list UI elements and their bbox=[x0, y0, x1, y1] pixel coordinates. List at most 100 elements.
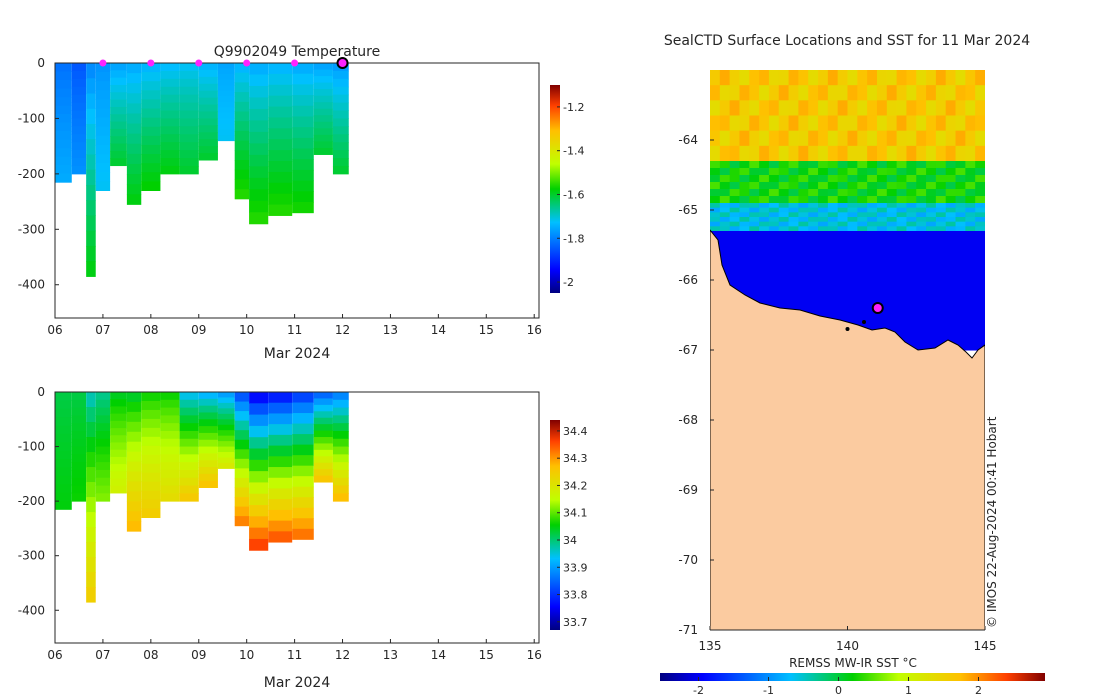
sst-cell bbox=[729, 250, 740, 272]
sst-cell bbox=[916, 70, 927, 86]
profile-cell bbox=[179, 407, 199, 416]
profile-cell bbox=[160, 165, 180, 175]
sst-cell bbox=[965, 168, 976, 176]
sst-cell bbox=[788, 226, 799, 232]
profile-cell bbox=[217, 424, 235, 431]
sst-cell bbox=[965, 231, 976, 252]
profile-cell bbox=[71, 158, 87, 167]
sst-cell bbox=[759, 100, 770, 116]
sst-cell bbox=[808, 226, 819, 232]
colorbar-tick-label: 33.8 bbox=[563, 589, 588, 602]
profile-cell bbox=[160, 142, 180, 151]
profile-cell bbox=[126, 411, 142, 423]
sst-cell bbox=[837, 290, 848, 311]
sst-cell bbox=[975, 189, 985, 197]
sst-cell bbox=[935, 231, 947, 252]
sst-cell bbox=[847, 145, 858, 162]
sst-cell bbox=[965, 182, 976, 190]
sst-cell bbox=[886, 250, 898, 272]
sst-cell bbox=[719, 207, 731, 213]
sst-cell bbox=[847, 189, 858, 197]
profile-cell bbox=[141, 99, 161, 110]
sst-cell bbox=[739, 250, 750, 272]
profile-cell bbox=[71, 446, 87, 455]
sst-cell bbox=[788, 217, 799, 223]
profile-cell bbox=[249, 131, 269, 144]
sst-cell bbox=[975, 130, 985, 147]
temperature-panel: 06 07 08 09 10 11 12 13 14 15 16 0 -100 -200 -300 -400… bbox=[18, 44, 585, 362]
sst-cell bbox=[837, 221, 848, 227]
profile-cell bbox=[160, 462, 180, 471]
profile-cell bbox=[126, 93, 142, 104]
profile-cell bbox=[55, 442, 72, 452]
sst-cell bbox=[955, 100, 966, 116]
sst-cell bbox=[955, 212, 966, 218]
sst-cell bbox=[710, 70, 721, 86]
sst-cell bbox=[896, 270, 907, 291]
sst-cell bbox=[710, 226, 721, 232]
sst-cell bbox=[926, 290, 937, 311]
sst-cell bbox=[876, 221, 888, 227]
profile-cell bbox=[160, 78, 180, 88]
sst-cell bbox=[739, 130, 750, 147]
sst-cell bbox=[955, 115, 966, 132]
profile-cell bbox=[217, 435, 235, 442]
colorbar-tick-label: -1.8 bbox=[563, 232, 584, 245]
sst-cell bbox=[965, 145, 976, 162]
profile-cell bbox=[141, 144, 161, 155]
profile-cell bbox=[55, 425, 72, 435]
x-tick-label: 14 bbox=[431, 648, 446, 662]
profile-cell bbox=[55, 63, 72, 73]
profile-cell bbox=[217, 135, 235, 142]
map-y-tick-label: -71 bbox=[678, 623, 698, 637]
sst-cell bbox=[916, 161, 927, 169]
sst-cell bbox=[857, 85, 868, 101]
sst-cell bbox=[926, 182, 937, 190]
profile-cell bbox=[141, 90, 161, 100]
profile-cell bbox=[141, 117, 161, 128]
profile-cell bbox=[292, 413, 314, 425]
profile-cell bbox=[198, 76, 218, 85]
sst-cell bbox=[837, 145, 848, 162]
profile-cell bbox=[234, 92, 250, 103]
sst-cell bbox=[955, 226, 966, 232]
profile-cell bbox=[198, 132, 218, 140]
sst-cell bbox=[808, 250, 819, 272]
sst-cell bbox=[798, 250, 809, 272]
sst-cell bbox=[759, 217, 770, 223]
sst-cell bbox=[896, 196, 907, 204]
profile-cell bbox=[160, 477, 180, 487]
sst-cell bbox=[778, 175, 790, 183]
temperature-colorbar bbox=[550, 85, 560, 293]
map-y-tick-label: -65 bbox=[678, 203, 698, 217]
profile-cell bbox=[292, 169, 314, 182]
sst-cell bbox=[768, 290, 780, 311]
sst-cell bbox=[965, 100, 976, 116]
profile-cell bbox=[332, 446, 349, 455]
surface-marker bbox=[195, 59, 203, 67]
sst-cell bbox=[759, 175, 770, 183]
sst-cell bbox=[749, 226, 760, 232]
sst-cell bbox=[749, 145, 760, 162]
sst-cell bbox=[749, 115, 760, 132]
map-content bbox=[710, 70, 985, 630]
profile-cell bbox=[71, 110, 87, 119]
sst-cell bbox=[818, 221, 829, 227]
sst-cell bbox=[719, 226, 731, 232]
sst-cell bbox=[975, 226, 985, 232]
profile-cell bbox=[332, 110, 349, 119]
sst-cell bbox=[916, 250, 927, 272]
sst-cell bbox=[857, 221, 868, 227]
profile-cell bbox=[292, 191, 314, 203]
profile-cell bbox=[110, 158, 127, 167]
sst-cell bbox=[847, 221, 858, 227]
surface-marker bbox=[243, 59, 251, 67]
profile-cell bbox=[198, 480, 218, 488]
sst-cell bbox=[886, 212, 898, 218]
profile-cell bbox=[268, 424, 293, 436]
salinity-axes-box bbox=[54, 391, 540, 644]
sst-cell bbox=[916, 231, 927, 252]
sst-cell bbox=[837, 212, 848, 218]
sst-cell bbox=[945, 168, 957, 176]
sst-cell bbox=[778, 145, 790, 162]
